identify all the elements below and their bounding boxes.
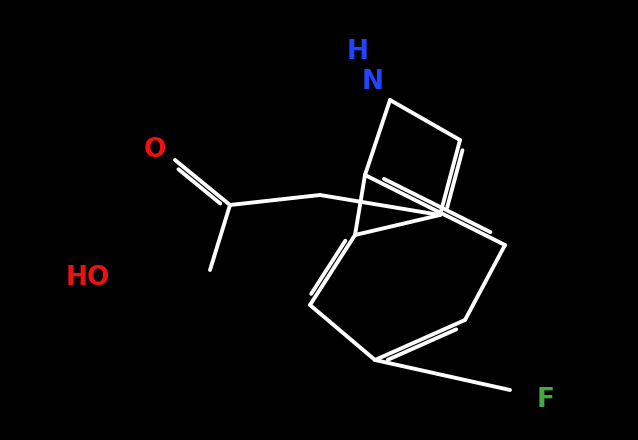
Text: O: O: [144, 137, 167, 163]
Text: F: F: [537, 387, 555, 413]
Text: H: H: [347, 39, 369, 65]
Text: N: N: [362, 69, 384, 95]
Text: HO: HO: [66, 265, 110, 291]
